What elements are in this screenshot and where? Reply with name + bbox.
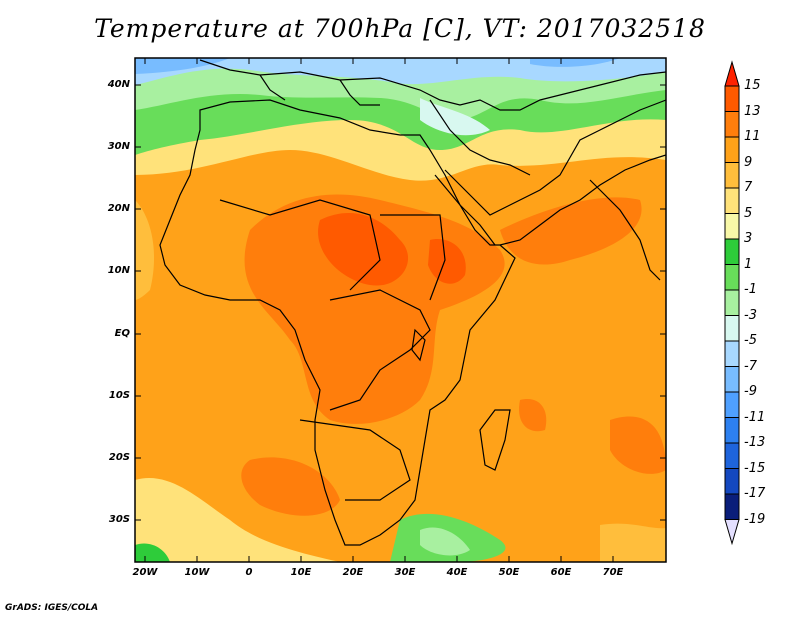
colorbar-segment <box>724 85 740 112</box>
coastlines <box>159 59 666 546</box>
temperature-field <box>135 58 666 562</box>
colorbar <box>724 60 740 546</box>
colorbar-segment <box>724 493 740 520</box>
colorbar-label: -7 <box>744 358 757 374</box>
credit-text: GrADS: IGES/COLA <box>5 603 99 613</box>
lat-label: 30N <box>107 141 130 152</box>
colorbar-label: 15 <box>744 78 761 93</box>
lat-label: EQ <box>114 328 130 339</box>
lat-label: 40N <box>107 79 130 90</box>
colorbar-label: -17 <box>744 486 766 501</box>
lon-label: 40E <box>446 567 468 578</box>
lon-label: 20E <box>342 567 364 578</box>
colorbar-segment <box>724 264 740 291</box>
colorbar-label: -1 <box>744 282 757 297</box>
plot-frame <box>134 57 667 563</box>
colorbar-segment <box>724 289 740 316</box>
lat-label: 20N <box>107 203 130 214</box>
lat-label: 10S <box>108 390 130 401</box>
colorbar-label: -5 <box>744 333 757 348</box>
colorbar-segment <box>724 111 740 138</box>
lon-label: 10W <box>184 567 210 578</box>
colorbar-segment <box>724 213 740 240</box>
colorbar-segment <box>724 187 740 214</box>
colorbar-label: -19 <box>744 511 766 527</box>
lon-label: 20W <box>132 567 158 578</box>
colorbar-segment <box>724 417 740 444</box>
colorbar-label: -13 <box>744 435 766 450</box>
colorbar-label: 7 <box>744 180 753 195</box>
colorbar-segment <box>724 315 740 342</box>
tick-marks <box>135 58 666 562</box>
colorbar-label: 5 <box>744 205 753 221</box>
colorbar-segment <box>724 468 740 495</box>
colorbar-top-arrow <box>724 60 740 87</box>
lon-label: 0 <box>245 567 253 578</box>
lon-label: 10E <box>290 567 312 578</box>
lat-label: 10N <box>107 265 130 276</box>
map-title: Temperature at 700hPa [C], VT: 201703251… <box>94 14 706 43</box>
colorbar-label: 13 <box>744 103 761 119</box>
colorbar-segment <box>724 162 740 189</box>
colorbar-label: 3 <box>744 231 753 246</box>
colorbar-segment <box>724 136 740 163</box>
colorbar-label: -11 <box>744 409 766 425</box>
colorbar-label: 1 <box>744 256 753 272</box>
colorbar-label: 9 <box>744 154 753 170</box>
lon-label: 30E <box>394 567 416 578</box>
colorbar-segment <box>724 391 740 418</box>
colorbar-label: -3 <box>744 307 757 323</box>
colorbar-label: -15 <box>744 460 766 476</box>
colorbar-segment <box>724 442 740 469</box>
colorbar-bottom-arrow <box>724 519 740 546</box>
colorbar-segment <box>724 238 740 265</box>
colorbar-segment <box>724 366 740 393</box>
lon-label: 50E <box>498 567 520 578</box>
colorbar-label: -9 <box>744 384 757 399</box>
lon-label: 60E <box>550 567 572 578</box>
lat-label: 30S <box>108 514 130 525</box>
lat-label: 20S <box>108 452 130 463</box>
colorbar-label: 11 <box>744 129 761 144</box>
colorbar-segment <box>724 340 740 367</box>
lon-label: 70E <box>602 567 624 578</box>
